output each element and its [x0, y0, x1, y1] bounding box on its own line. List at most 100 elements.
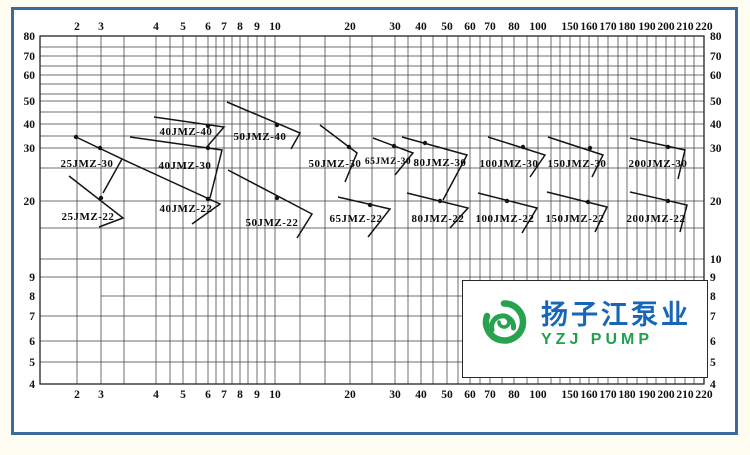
y-axis-tick-label-left: 5: [29, 357, 35, 369]
pump-curve-100JMZ-22: [477, 192, 539, 234]
duty-point-dot-80JMZ-30: [422, 140, 428, 146]
x-axis-tick-label-bottom: 3: [98, 389, 104, 401]
pump-model-label-150JMZ-22: 150JMZ-22: [546, 213, 605, 225]
pump-model-label-50JMZ-30: 50JMZ-30: [309, 158, 362, 170]
x-axis-tick-label-bottom: 40: [415, 389, 427, 401]
x-axis-tick-label-bottom: 80: [508, 389, 520, 401]
logo-chinese-text: 扬子江泵业: [541, 299, 691, 330]
x-axis-tick-label-bottom: 190: [638, 389, 656, 401]
pump-curve-50JMZ-22: [227, 169, 314, 239]
y-axis-tick-label-right: 20: [710, 196, 722, 208]
x-axis-tick-label-top: 170: [599, 21, 617, 33]
x-axis-tick-label-bottom: 220: [695, 389, 713, 401]
duty-point-dot-200JMZ-30: [665, 144, 671, 150]
x-axis-tick-label-bottom: 8: [237, 389, 243, 401]
x-axis-tick-label-bottom: 6: [205, 389, 211, 401]
x-axis-tick-label-top: 50: [441, 21, 453, 33]
y-axis-tick-label-right: 30: [710, 143, 722, 155]
x-axis-tick-label-top: 220: [695, 21, 713, 33]
x-axis-tick-label-top: 150: [561, 21, 579, 33]
x-axis-tick-label-top: 180: [618, 21, 636, 33]
duty-point-dot-25JMZ-22: [98, 195, 104, 201]
x-axis-tick-label-bottom: 60: [464, 389, 476, 401]
y-axis-tick-label-right: 4: [710, 379, 716, 391]
x-axis-tick-label-bottom: 7: [221, 389, 227, 401]
pump-curve-40JMZ-22: [121, 158, 222, 225]
x-axis-tick-label-top: 70: [484, 21, 496, 33]
x-axis-tick-label-top: 60: [464, 21, 476, 33]
duty-point-dot-65JMZ-22: [367, 202, 373, 208]
x-axis-tick-label-bottom: 170: [599, 389, 617, 401]
duty-point-dot-100JMZ-30: [520, 144, 526, 150]
duty-point-dot-65JMZ-30: [391, 143, 397, 149]
duty-point-dot-150JMZ-30: [587, 145, 593, 151]
y-axis-tick-label-right: 5: [710, 357, 716, 369]
x-axis-tick-label-top: 10: [269, 21, 281, 33]
x-axis-tick-label-top: 5: [180, 21, 186, 33]
y-axis-tick-label-left: 8: [29, 291, 35, 303]
logo-text: 扬子江泵业 YZJ PUMP: [541, 301, 691, 349]
y-axis-tick-label-left: 80: [24, 31, 36, 43]
y-axis-tick-label-right: 70: [710, 51, 722, 63]
pump-model-label-100JMZ-30: 100JMZ-30: [480, 158, 539, 170]
x-axis-tick-label-top: 7: [221, 21, 227, 33]
x-axis-tick-label-bottom: 50: [441, 389, 453, 401]
pump-curve-50JMZ-30: [319, 124, 358, 183]
x-axis-tick-label-top: 2: [74, 21, 80, 33]
y-axis-tick-label-left: 9: [29, 272, 35, 284]
pump-curve-100JMZ-30: [487, 136, 547, 178]
y-axis-tick-label-right: 6: [710, 336, 716, 348]
pump-curve-80JMZ-22: [406, 192, 470, 229]
x-axis-tick-label-top: 210: [676, 21, 694, 33]
x-axis-tick-label-bottom: 180: [618, 389, 636, 401]
pump-curve-65JMZ-30: [372, 137, 415, 176]
plot-border: [39, 35, 705, 385]
x-axis-tick-label-top: 4: [153, 21, 159, 33]
x-axis-tick-label-bottom: 2: [74, 389, 80, 401]
x-axis-tick-label-bottom: 160: [580, 389, 598, 401]
duty-point-dot-25JMZ-30: [97, 145, 103, 151]
x-axis-tick-label-bottom: 100: [529, 389, 547, 401]
duty-point-dot-25JMZ-30: [73, 134, 79, 140]
y-axis-tick-label-left: 60: [24, 70, 36, 82]
y-axis-tick-label-left: 6: [29, 336, 35, 348]
y-axis-tick-label-left: 30: [24, 143, 36, 155]
y-axis-tick-label-left: 7: [29, 311, 35, 323]
x-axis-tick-label-top: 100: [529, 21, 547, 33]
pump-curve-150JMZ-22: [546, 191, 609, 233]
pump-model-label-25JMZ-22: 25JMZ-22: [62, 211, 115, 223]
pump-model-label-80JMZ-22: 80JMZ-22: [412, 213, 465, 225]
x-axis-tick-label-top: 40: [415, 21, 427, 33]
y-axis-tick-label-left: 4: [29, 379, 35, 391]
duty-point-dot-50JMZ-30: [346, 144, 352, 150]
pump-model-label-25JMZ-30: 25JMZ-30: [61, 158, 114, 170]
pump-model-label-40JMZ-22: 40JMZ-22: [160, 203, 213, 215]
duty-point-dot-40JMZ-22: [205, 196, 211, 202]
pump-curve-50JMZ-40: [226, 101, 302, 150]
duty-point-dot-50JMZ-40: [274, 122, 280, 128]
y-axis-tick-label-left: 20: [24, 196, 36, 208]
x-axis-tick-label-bottom: 5: [180, 389, 186, 401]
logo-english-text: YZJ PUMP: [541, 330, 654, 348]
x-axis-tick-label-top: 8: [237, 21, 243, 33]
pump-model-label-150JMZ-30: 150JMZ-30: [548, 158, 607, 170]
x-axis-tick-label-bottom: 200: [657, 389, 675, 401]
x-axis-tick-label-bottom: 10: [269, 389, 281, 401]
y-axis-tick-label-right: 10: [710, 254, 722, 266]
pump-model-label-50JMZ-40: 50JMZ-40: [234, 131, 287, 143]
y-axis-tick-label-right: 60: [710, 70, 722, 82]
duty-point-dot-50JMZ-22: [274, 195, 280, 201]
y-axis-tick-label-right: 50: [710, 96, 722, 108]
x-axis-tick-label-top: 80: [508, 21, 520, 33]
duty-point-dot-150JMZ-22: [585, 199, 591, 205]
pump-model-label-100JMZ-22: 100JMZ-22: [476, 213, 535, 225]
y-axis-tick-label-left: 70: [24, 51, 36, 63]
pump-model-label-200JMZ-30: 200JMZ-30: [629, 158, 688, 170]
x-axis-tick-label-bottom: 150: [561, 389, 579, 401]
y-axis-tick-label-right: 8: [710, 291, 716, 303]
x-axis-tick-label-top: 3: [98, 21, 104, 33]
x-axis-tick-label-bottom: 30: [389, 389, 401, 401]
x-axis-tick-label-top: 20: [344, 21, 356, 33]
